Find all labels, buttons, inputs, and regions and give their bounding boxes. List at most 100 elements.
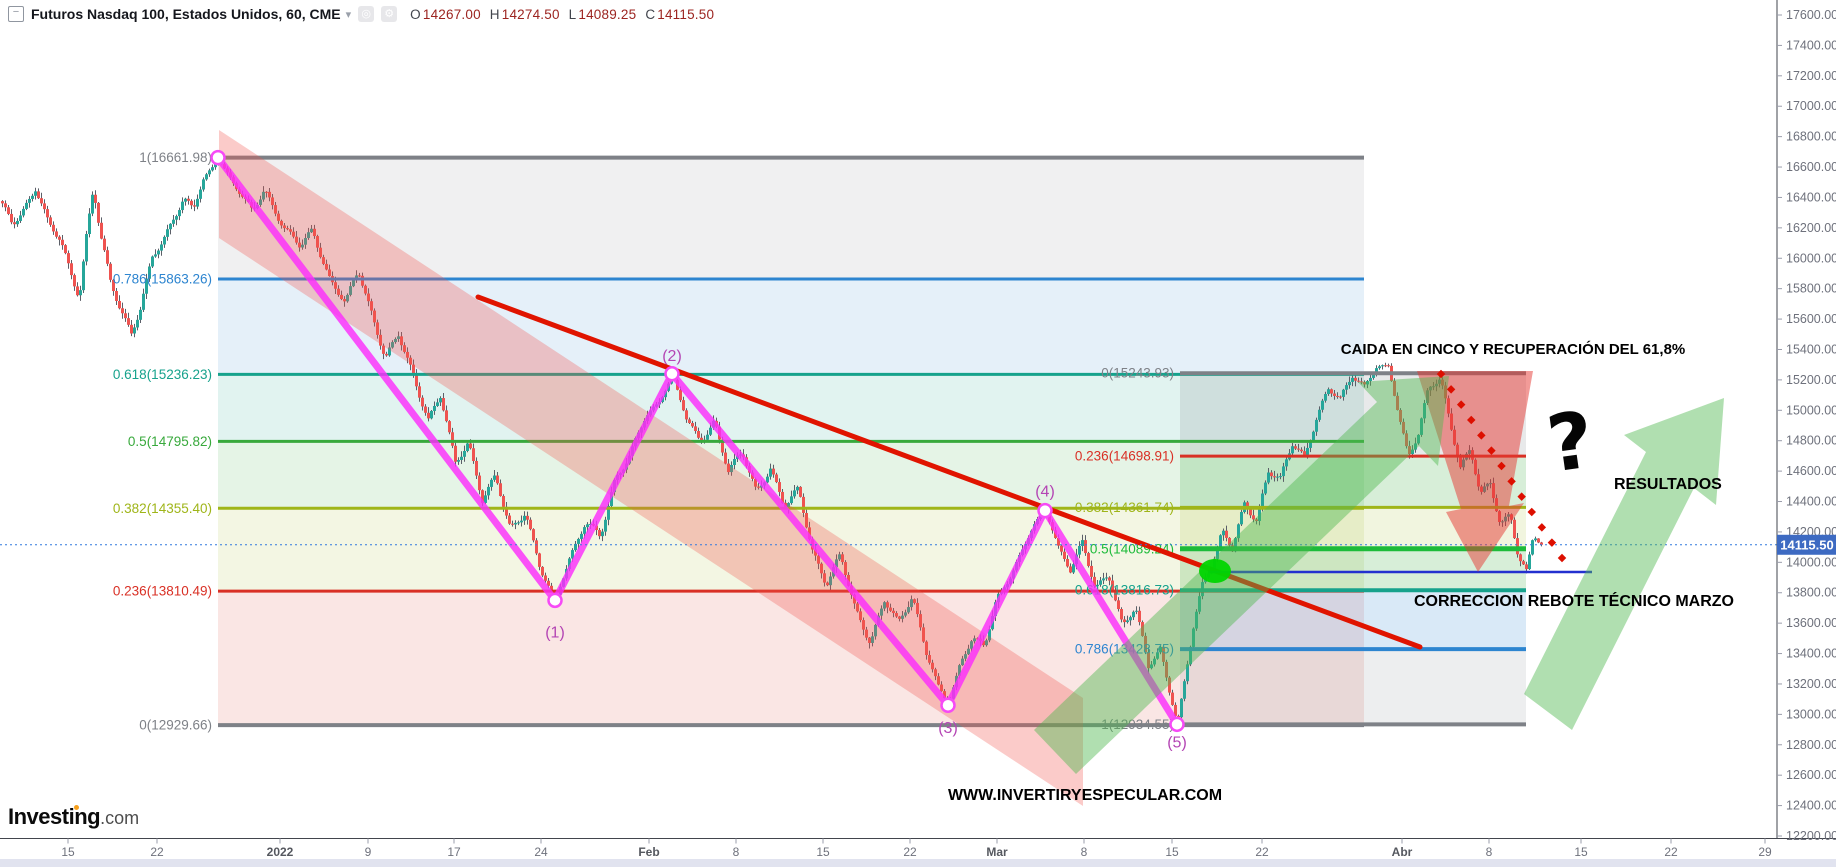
chart-header: − Futuros Nasdaq 100, Estados Unidos, 60…	[8, 6, 723, 22]
candle-body	[145, 278, 148, 294]
candle-body	[1327, 389, 1330, 395]
candle-body	[808, 527, 811, 540]
candle-body	[448, 421, 451, 433]
candle-body	[79, 290, 82, 296]
y-tick-label: 16200.00	[1786, 221, 1836, 235]
candle-body	[190, 200, 193, 206]
ohlc-value: 14089.25	[578, 6, 637, 22]
fib-level-label: 1(12934.55)	[1101, 717, 1174, 732]
red-dot	[1497, 461, 1506, 471]
candle-body	[103, 238, 106, 251]
ohlc-value: 14274.50	[501, 6, 560, 22]
logo-text: Investing	[8, 804, 101, 829]
chevron-down-icon[interactable]: ▾	[345, 8, 352, 21]
candle-body	[1303, 451, 1306, 455]
candle-body	[319, 247, 322, 258]
descending-trendline[interactable]	[475, 294, 1423, 650]
x-tick-label: 15	[1165, 845, 1179, 859]
candle-body	[1252, 515, 1255, 520]
candle-body	[1225, 530, 1228, 538]
wave-pivot-handle[interactable]	[547, 592, 563, 609]
candle-body	[340, 294, 343, 300]
candle-body	[610, 492, 613, 507]
fib-lines-fib-march-rebound[interactable]: 0(15243.93) 0.236(14698.91) 0.382(14361.74…	[1075, 366, 1526, 732]
candle-body	[967, 648, 970, 655]
green-highlight-ellipse[interactable]	[1199, 559, 1231, 583]
symbol-title[interactable]: Futuros Nasdaq 100, Estados Unidos, 60, …	[31, 6, 341, 22]
visibility-icon[interactable]: ◎	[358, 6, 375, 22]
candle-body	[1306, 447, 1309, 455]
annotation-caida: CAIDA EN CINCO Y RECUPERACIÓN DEL 61,8%	[1340, 341, 1686, 358]
candle-body	[1537, 538, 1540, 543]
candle-body	[1105, 577, 1108, 579]
candle-body	[193, 205, 196, 207]
candle-body	[532, 529, 535, 541]
candle-body	[868, 637, 871, 643]
candle-body	[307, 232, 310, 239]
fib-band	[218, 157, 1364, 280]
candle-body	[1297, 448, 1300, 450]
candle-body	[1276, 476, 1279, 478]
candle-body	[505, 506, 508, 516]
red-down-arrow[interactable]	[1417, 371, 1533, 572]
collapse-icon[interactable]: −	[8, 6, 24, 22]
candle-body	[163, 236, 166, 245]
candle-body	[853, 594, 856, 604]
candle-body	[958, 665, 961, 676]
y-axis[interactable]: 17600.00 17400.00 17200.00 17000.00 16800.00…	[1777, 8, 1836, 843]
red-dot	[1557, 553, 1567, 563]
wave-pivot-handle[interactable]	[1037, 502, 1053, 519]
investing-logo: Investing.com	[8, 804, 139, 830]
candle-body	[112, 279, 115, 292]
elliott-zigzag[interactable]	[214, 154, 1181, 728]
dotted-red-projection[interactable]	[1436, 369, 1567, 563]
candle-body	[142, 293, 145, 310]
wave-pivot-handle[interactable]	[940, 697, 956, 713]
candle-body	[934, 669, 937, 677]
price-tag-box	[1777, 534, 1836, 555]
candle-body	[1513, 519, 1516, 539]
candle-body	[106, 250, 109, 264]
candle-body	[1117, 600, 1120, 610]
candle-body	[859, 611, 862, 621]
bearish-channel-shape[interactable]	[219, 130, 1083, 806]
candle-body	[469, 443, 472, 449]
candle-body	[451, 432, 454, 446]
candle-body	[31, 195, 34, 199]
candle-body	[139, 309, 142, 320]
candle-body	[1342, 389, 1345, 397]
wave-pivot-handle[interactable]	[664, 366, 680, 382]
green-up-arrow-right[interactable]	[1524, 398, 1724, 730]
green-up-arrow-mid[interactable]	[1034, 376, 1449, 774]
candle-body	[328, 269, 331, 277]
candle-body	[496, 475, 499, 484]
candle-body	[391, 342, 394, 348]
candle-body	[769, 468, 772, 477]
x-tick-label: 2022	[267, 845, 294, 859]
candle-body	[1135, 610, 1138, 612]
candle-body	[1375, 368, 1378, 374]
settings-gear-icon[interactable]: ⚙	[381, 6, 398, 22]
candle-body	[904, 612, 907, 616]
candle-body	[346, 294, 349, 302]
red-dot	[1537, 523, 1547, 532]
candle-body	[136, 319, 139, 328]
wave-pivot-handle[interactable]	[210, 149, 226, 166]
y-tick-label: 15400.00	[1786, 342, 1836, 356]
candle-body	[478, 475, 481, 491]
candle-body	[121, 308, 124, 314]
x-axis[interactable]: 15 22 2022 9 17 24 Feb 8 15 22 Mar 8 15 22 Abr 8 15 22 29	[61, 838, 1772, 860]
candle-body	[883, 602, 886, 609]
candle-body	[727, 463, 730, 473]
candle-body	[1348, 381, 1351, 386]
bottom-scrollbar-strip[interactable]	[0, 859, 1836, 867]
candle-body	[445, 410, 448, 422]
candle-body	[889, 607, 892, 611]
wave-label: (5)	[1167, 734, 1187, 751]
wave-pivot-handle[interactable]	[1169, 716, 1185, 733]
candle-body	[34, 191, 37, 196]
candle-body	[418, 386, 421, 398]
x-tick-label: 9	[365, 845, 372, 859]
